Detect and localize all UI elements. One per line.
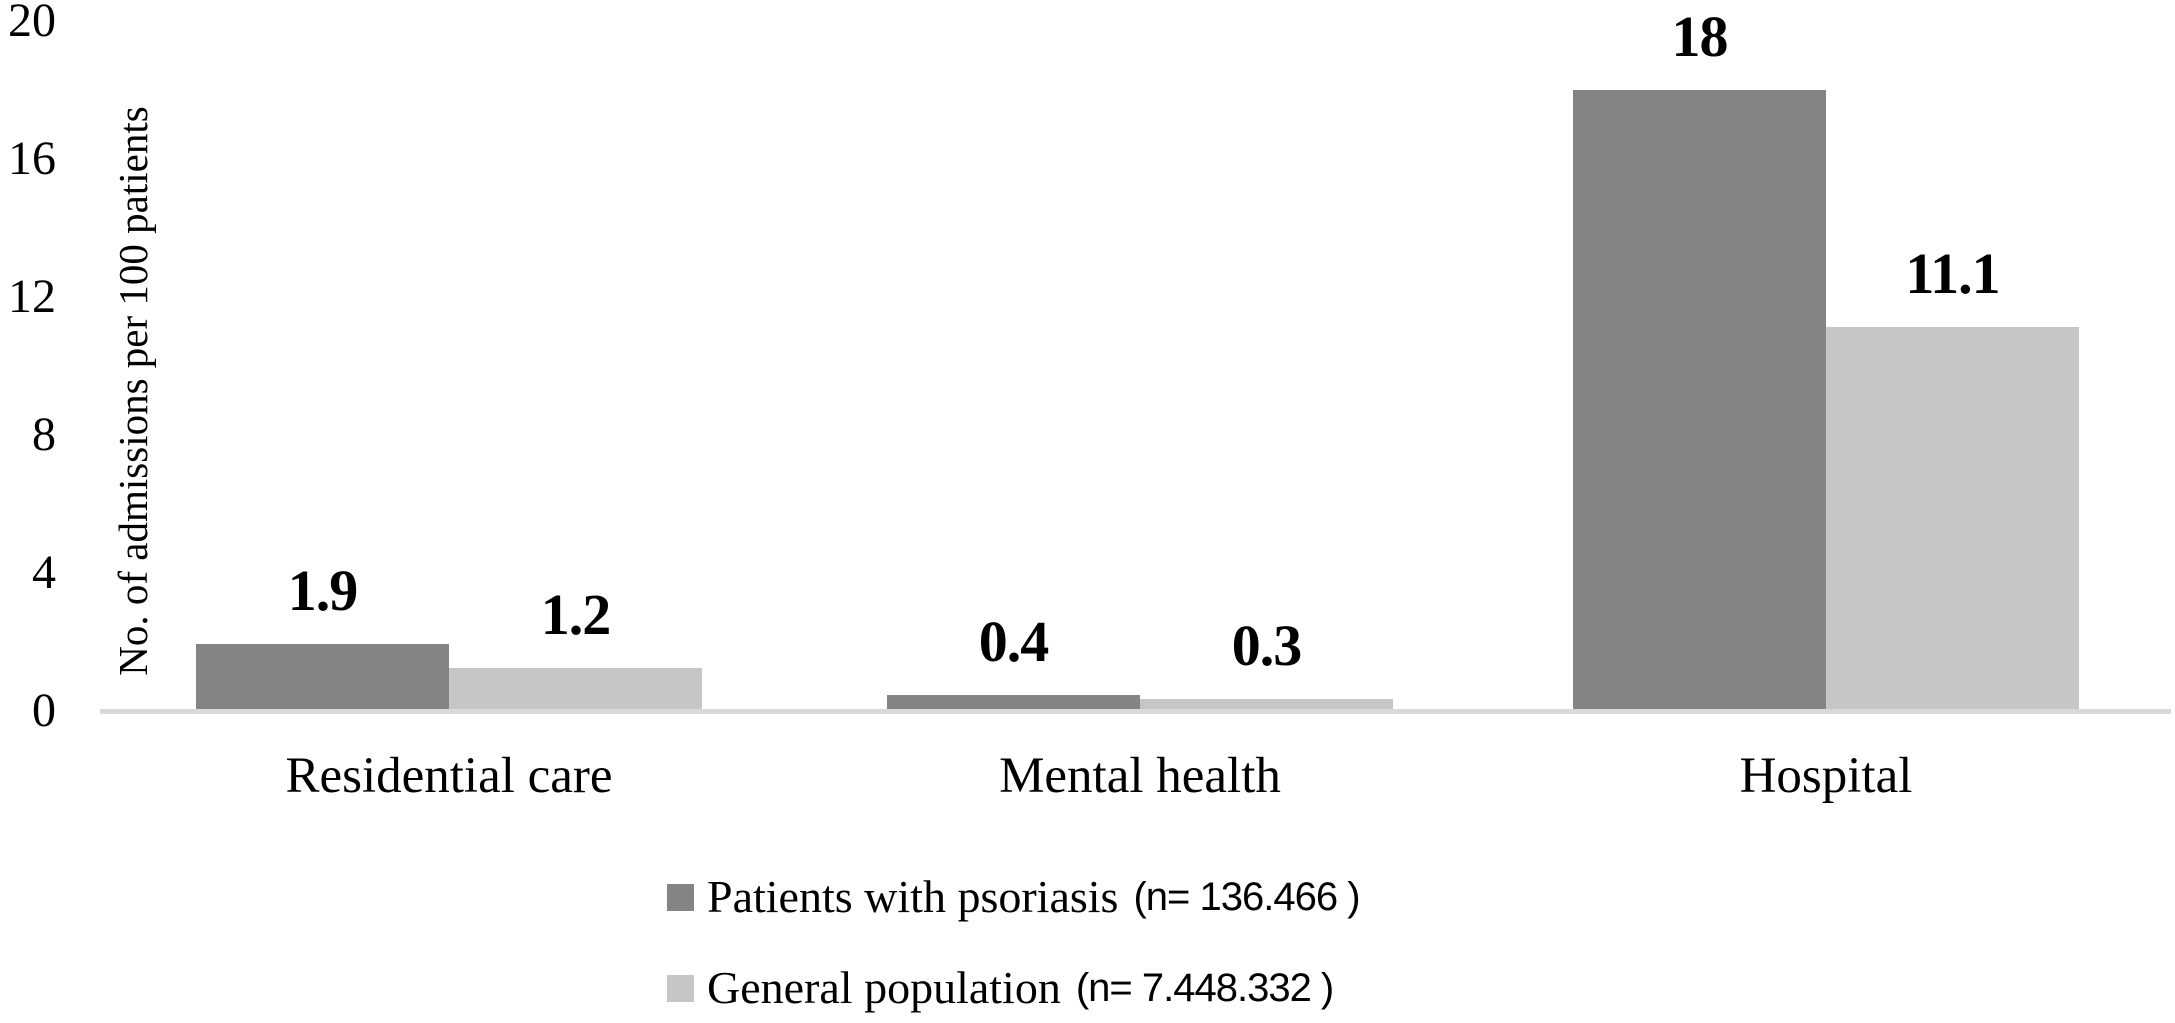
y-tick-label-12: 12: [8, 270, 56, 323]
y-tick-label-4: 4: [32, 546, 56, 599]
y-tick-label-0: 0: [32, 684, 56, 737]
value-label-general-population-residential-care: 1.2: [540, 582, 612, 647]
y-tick-label-8: 8: [32, 408, 56, 461]
bar-patients-with-psoriasis-hospital: [1573, 90, 1826, 709]
legend-label-patients-with-psoriasis: Patients with psoriasis: [707, 871, 1119, 922]
y-tick-label-20: 20: [8, 0, 56, 47]
value-label-general-population-mental-health: 0.3: [1231, 613, 1303, 678]
category-label-hospital: Hospital: [1739, 748, 1913, 804]
y-tick-label-16: 16: [8, 132, 56, 185]
bar-patients-with-psoriasis-mental-health: [887, 695, 1140, 709]
legend-item-general-population: General population (n= 7.448.332 ): [667, 960, 1334, 1016]
bar-general-population-hospital: [1826, 327, 2079, 709]
bar-patients-with-psoriasis-residential-care: [196, 644, 449, 709]
value-label-patients-with-psoriasis-residential-care: 1.9: [287, 558, 359, 623]
legend-swatch-patients-with-psoriasis: [667, 883, 694, 911]
value-label-general-population-hospital: 11.1: [1905, 241, 2000, 306]
value-label-patients-with-psoriasis-hospital: 18: [1671, 4, 1729, 69]
category-label-residential-care: Residential care: [285, 748, 613, 804]
category-label-mental-health: Mental health: [999, 748, 1281, 804]
value-label-patients-with-psoriasis-mental-health: 0.4: [978, 609, 1050, 674]
legend-n-count-general-population: (n= 7.448.332 ): [1075, 966, 1334, 1010]
bar-general-population-mental-health: [1140, 699, 1393, 709]
y-axis-title: No. of admissions per 100 patients: [110, 106, 156, 676]
legend-label-general-population: General population: [707, 962, 1061, 1013]
legend-swatch-general-population: [667, 974, 694, 1002]
legend-n-count-patients-with-psoriasis: (n= 136.466 ): [1133, 875, 1360, 919]
x-axis-line: [100, 709, 2171, 714]
legend-item-patients-with-psoriasis: Patients with psoriasis (n= 136.466 ): [667, 869, 1361, 925]
bar-general-population-residential-care: [449, 668, 702, 709]
